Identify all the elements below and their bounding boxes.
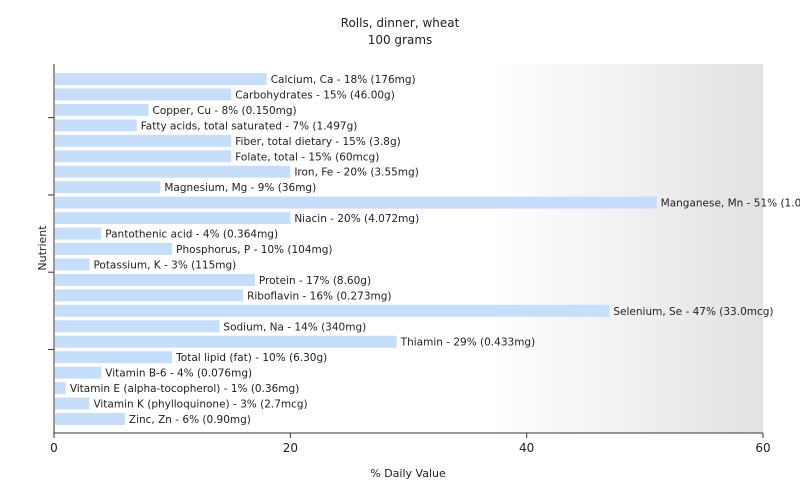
chart-subtitle: 100 grams — [368, 33, 433, 47]
bar — [55, 413, 125, 425]
bar-label: Vitamin K (phylloquinone) - 3% (2.7mcg) — [93, 399, 307, 411]
x-axis-label: % Daily Value — [370, 467, 446, 480]
bar-label: Magnesium, Mg - 9% (36mg) — [164, 182, 316, 194]
bar — [55, 366, 102, 379]
bar-label: Zinc, Zn - 6% (0.90mg) — [129, 414, 251, 426]
bar-label: Pantothenic acid - 4% (0.364mg) — [105, 229, 278, 241]
bar-label: Manganese, Mn - 51% (1.023mg) — [661, 198, 800, 210]
x-tick-label: 60 — [755, 441, 770, 455]
bar — [55, 196, 657, 209]
bar — [55, 382, 66, 395]
bar — [55, 212, 291, 225]
x-tick-label: 20 — [283, 441, 298, 455]
bar-label: Vitamin E (alpha-tocopherol) - 1% (0.36m… — [70, 383, 300, 395]
bar-label: Niacin - 20% (4.072mg) — [294, 213, 419, 225]
bar-label: Thiamin - 29% (0.433mg) — [400, 337, 536, 349]
bar — [55, 73, 267, 85]
bar — [55, 289, 244, 302]
x-tick-label: 40 — [519, 441, 534, 455]
bar — [55, 273, 255, 286]
bar — [55, 119, 137, 132]
bar — [55, 351, 173, 364]
bar — [55, 181, 161, 194]
bar — [55, 165, 291, 178]
bar — [55, 134, 232, 147]
bar — [55, 103, 149, 116]
bar — [55, 227, 102, 240]
bar-label: Riboflavin - 16% (0.273mg) — [247, 290, 391, 302]
bar-label: Calcium, Ca - 18% (176mg) — [271, 74, 416, 86]
x-ticks-group: 0 20 40 60 — [50, 433, 771, 455]
bar-labels-group: Calcium, Ca - 18% (176mg) Carbohydrates -… — [70, 74, 800, 426]
bar-label: Phosphorus, P - 10% (104mg) — [176, 244, 332, 256]
bar-label: Vitamin B-6 - 4% (0.076mg) — [105, 368, 252, 380]
bar-label: Carbohydrates - 15% (46.00g) — [235, 89, 395, 101]
bar-label: Potassium, K - 3% (115mg) — [93, 259, 236, 271]
bar-label: Copper, Cu - 8% (0.150mg) — [153, 105, 297, 117]
bar — [55, 320, 220, 333]
x-tick-label: 0 — [50, 441, 58, 455]
bar-label: Fiber, total dietary - 15% (3.8g) — [235, 136, 400, 148]
bar-label: Folate, total - 15% (60mcg) — [235, 151, 379, 163]
bar-label: Selenium, Se - 47% (33.0mcg) — [613, 306, 773, 318]
chart-title: Rolls, dinner, wheat — [341, 16, 460, 30]
bar — [55, 335, 397, 348]
bars-group — [55, 73, 657, 425]
bar — [55, 88, 232, 101]
bar-label: Total lipid (fat) - 10% (6.30g) — [175, 352, 327, 364]
bar — [55, 150, 232, 163]
y-ticks-group — [48, 117, 54, 350]
bar-label: Sodium, Na - 14% (340mg) — [223, 321, 366, 333]
bar-label: Fatty acids, total saturated - 7% (1.497… — [141, 120, 358, 132]
bar — [55, 397, 90, 410]
bar — [55, 304, 610, 317]
y-axis-label: Nutrient — [36, 225, 49, 271]
bar-label: Protein - 17% (8.60g) — [259, 275, 371, 287]
bar — [55, 258, 90, 271]
bar-label: Iron, Fe - 20% (3.55mg) — [294, 167, 418, 179]
bar — [55, 243, 173, 255]
